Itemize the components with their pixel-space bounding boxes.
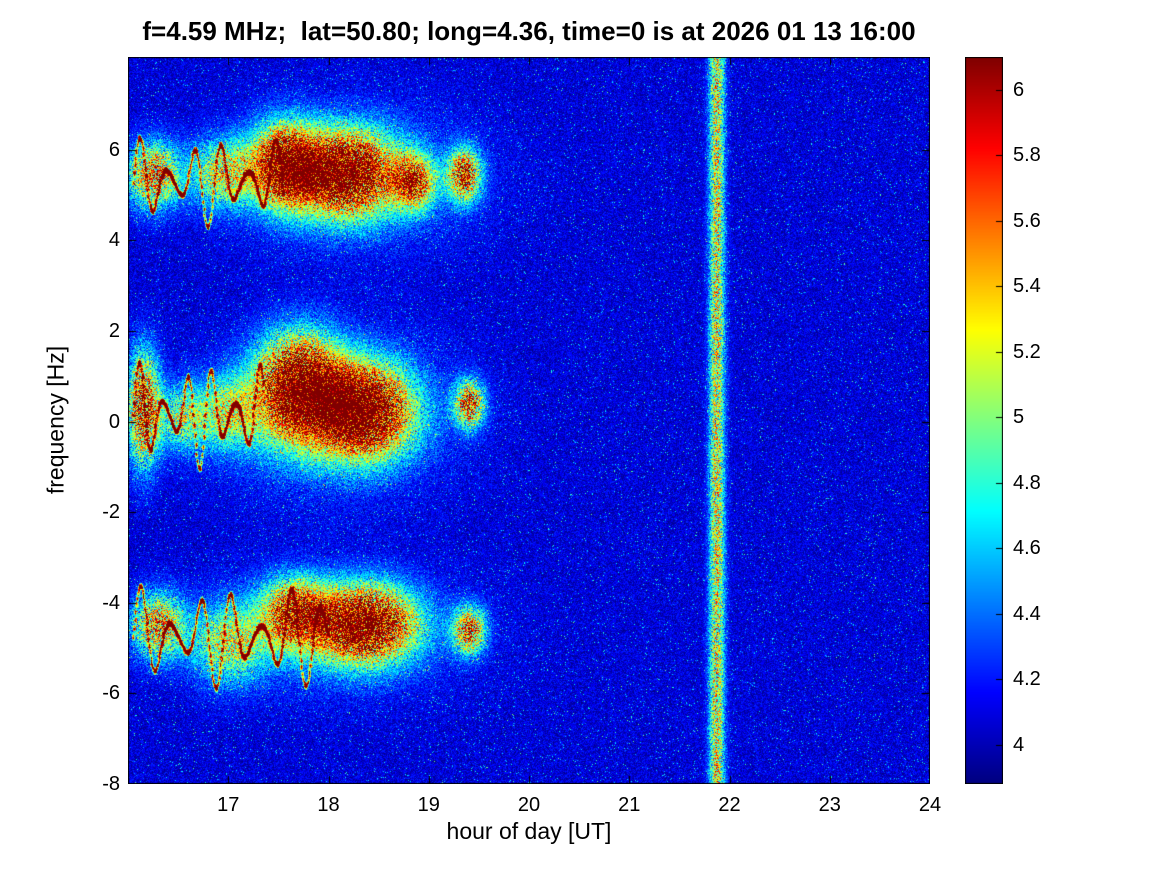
- y-tick-label: 0: [108, 410, 120, 433]
- x-tick-label: 24: [918, 794, 942, 816]
- chart-title: f=4.59 MHz; lat=50.80; long=4.36, time=0…: [142, 16, 916, 46]
- y-tick-label: -2: [102, 501, 120, 524]
- colorbar-tick-label: 5: [1013, 406, 1025, 429]
- y-tick-label: -4: [102, 591, 120, 614]
- x-tick-label: 18: [317, 794, 340, 816]
- y-tick-label: -6: [102, 682, 120, 705]
- x-tick-label: 23: [818, 794, 841, 816]
- x-tick-label: 19: [417, 794, 440, 816]
- colorbar-tick-label: 5.8: [1013, 144, 1041, 167]
- y-tick-label: -8: [102, 773, 120, 795]
- y-axis-label: frequency [Hz]: [42, 345, 69, 495]
- colorbar-tick-label: 4: [1013, 733, 1025, 756]
- colorbar-tick-label: 4.8: [1013, 471, 1041, 494]
- spectrogram-canvas: [128, 57, 930, 784]
- y-tick-label: 2: [108, 320, 120, 343]
- colorbar-tick-label: 5.2: [1013, 340, 1041, 363]
- colorbar-tick-label: 4.6: [1013, 537, 1041, 560]
- y-tick-label: 4: [108, 229, 120, 252]
- colorbar-tick-label: 5.6: [1013, 209, 1041, 232]
- colorbar-tick-label: 5.4: [1013, 275, 1041, 298]
- x-tick-label: 22: [718, 794, 741, 816]
- x-tick-label: 17: [217, 794, 240, 816]
- colorbar-tick-label: 4.4: [1013, 602, 1041, 625]
- x-tick-label: 20: [517, 794, 541, 816]
- colorbar-tick-label: 6: [1013, 78, 1025, 101]
- x-tick-label: 21: [618, 794, 641, 816]
- colorbar-canvas: [965, 57, 1003, 784]
- y-tick-label: 6: [108, 138, 120, 161]
- x-axis-label: hour of day [UT]: [446, 818, 612, 844]
- colorbar-tick-label: 4.2: [1013, 668, 1041, 691]
